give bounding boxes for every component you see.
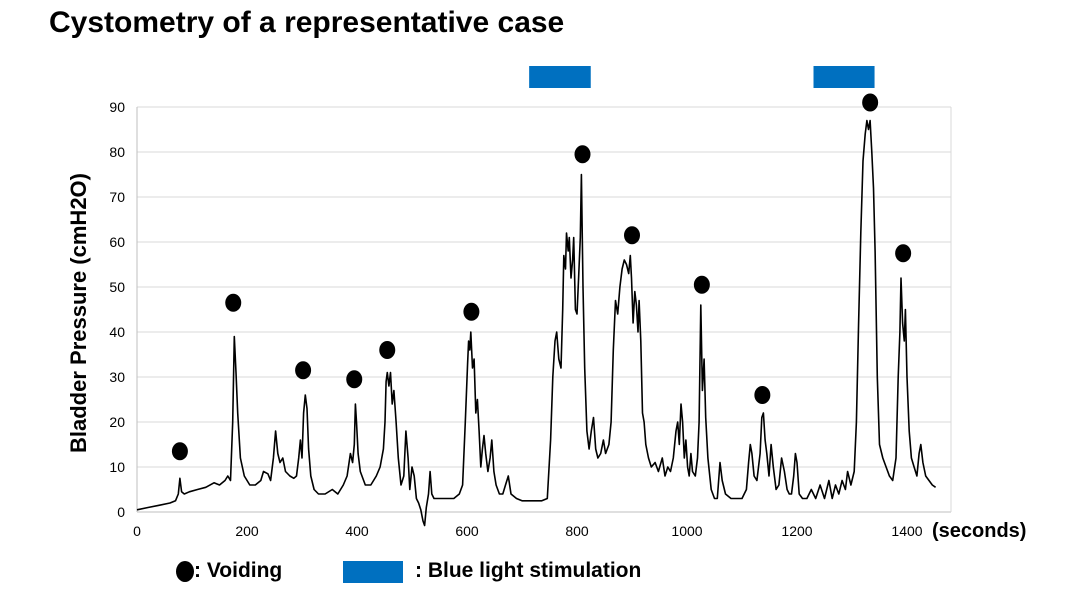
- voiding-marker: [463, 302, 480, 321]
- voiding-marker: [624, 226, 640, 245]
- chart-title: Cystometry of a representative case: [49, 6, 565, 39]
- stimulation-bars: [529, 66, 875, 88]
- voiding-marker: [574, 145, 591, 164]
- x-tick-label: 800: [565, 523, 589, 539]
- y-tick-label: 0: [117, 504, 125, 520]
- stimulation-bar: [529, 66, 591, 88]
- x-tick-label: 600: [455, 523, 479, 539]
- x-tick-label: 1200: [781, 523, 812, 539]
- legend-voiding-label: : Voiding: [194, 559, 283, 582]
- voiding-marker: [862, 93, 879, 112]
- voiding-markers: [171, 93, 912, 461]
- y-tick-label: 80: [109, 144, 125, 160]
- voiding-marker: [295, 361, 312, 380]
- y-tick-label: 10: [109, 459, 125, 475]
- y-tick-label: 50: [109, 279, 125, 295]
- y-tick-label: 90: [109, 99, 125, 115]
- pressure-trace-line: [136, 119, 937, 527]
- y-tick-label: 30: [109, 369, 125, 385]
- axis-ticks: 0 10 20 30 40 50 60 70 80 90 0 200 400 600 800 1000 1200…: [109, 99, 922, 539]
- voiding-marker: [895, 244, 912, 263]
- y-tick-label: 70: [109, 189, 125, 205]
- x-tick-label: 1000: [671, 523, 702, 539]
- voiding-marker: [693, 275, 710, 294]
- x-tick-label: 1400: [891, 523, 922, 539]
- stimulation-bar: [813, 66, 875, 88]
- legend-stimulation-label: : Blue light stimulation: [415, 559, 642, 582]
- legend-voiding-marker: [176, 561, 194, 582]
- y-tick-label: 60: [109, 234, 125, 250]
- x-axis-unit-label: (seconds): [932, 520, 1027, 542]
- y-tick-label: 20: [109, 414, 125, 430]
- voiding-marker: [225, 293, 242, 312]
- legend: : Voiding : Blue light stimulation: [176, 558, 696, 586]
- legend-stimulation-swatch: [343, 561, 403, 583]
- voiding-marker: [754, 386, 771, 404]
- pressure-line-group: [136, 119, 937, 527]
- voiding-marker: [379, 341, 396, 359]
- gridlines: [136, 106, 952, 513]
- x-tick-label: 200: [235, 523, 259, 539]
- voiding-marker: [346, 370, 363, 389]
- voiding-marker: [171, 442, 188, 461]
- x-tick-label: 0: [133, 523, 141, 539]
- x-tick-label: 400: [345, 523, 369, 539]
- y-tick-label: 40: [109, 324, 125, 340]
